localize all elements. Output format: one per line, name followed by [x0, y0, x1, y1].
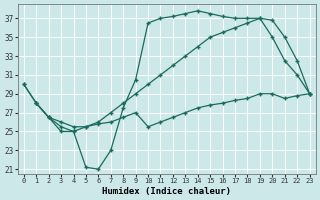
X-axis label: Humidex (Indice chaleur): Humidex (Indice chaleur) — [102, 187, 231, 196]
